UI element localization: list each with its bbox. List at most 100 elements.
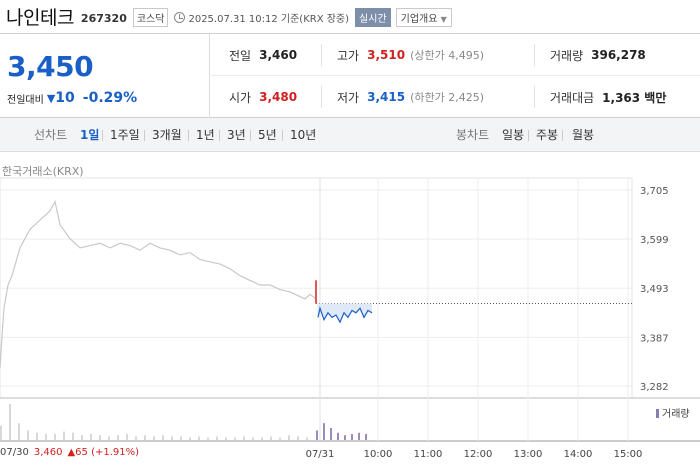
data-source: 한국거래소(KRX) bbox=[2, 165, 84, 178]
low-label: 저가 bbox=[337, 90, 360, 105]
volume-bar bbox=[270, 436, 272, 440]
volume-bar bbox=[351, 434, 353, 440]
chart-period-tabs: 선차트 1일 1주일 3개월 1년 3년 5년 10년 봉차트 일봉 주봉 월봉 bbox=[0, 118, 700, 152]
tab-1w[interactable]: 1주일 bbox=[110, 128, 140, 142]
price-change: 전일대비 ▼ 10 -0.29% bbox=[7, 90, 137, 106]
market-badge: 코스닥 bbox=[132, 8, 169, 27]
volume-bar bbox=[189, 437, 191, 440]
volume-bar bbox=[279, 437, 281, 440]
volume-label: 거래량 bbox=[550, 48, 584, 63]
volume-bar bbox=[54, 434, 56, 440]
x-tick-label: 11:00 bbox=[414, 449, 443, 460]
volume-bar bbox=[180, 436, 182, 440]
volume-bar bbox=[225, 437, 227, 440]
volume-bar bbox=[252, 437, 254, 440]
open-value: 3,480 bbox=[259, 90, 298, 104]
volume-bar bbox=[36, 432, 38, 440]
line-chart-label: 선차트 bbox=[34, 128, 68, 142]
trade-value-label: 거래대금 bbox=[550, 90, 595, 105]
volume-bar bbox=[9, 404, 11, 440]
footer-change: ▲65 (+1.91%) bbox=[67, 447, 140, 458]
open-label: 시가 bbox=[229, 90, 252, 105]
volume-bar bbox=[198, 436, 200, 440]
today-line bbox=[317, 305, 373, 324]
quote-time: 2025.07.31 10:12 기준(KRX 장중) bbox=[188, 14, 350, 25]
volume-bar bbox=[316, 430, 318, 440]
chart-footer: 07/30 3,460 ▲65 (+1.91%) bbox=[0, 447, 139, 458]
trade-value: 거래대금 1,363 백만 bbox=[550, 76, 666, 118]
volume-legend: 거래량 bbox=[656, 405, 690, 420]
y-tick-label: 3,282 bbox=[640, 382, 669, 393]
volume-value: 396,278 bbox=[591, 48, 646, 62]
company-overview-button[interactable]: 기업개요 ▼ bbox=[395, 8, 452, 27]
volume-bar bbox=[81, 435, 83, 440]
tab-10y[interactable]: 10년 bbox=[290, 128, 317, 142]
volume-legend-label: 거래량 bbox=[662, 409, 690, 420]
volume-bar bbox=[261, 437, 263, 440]
company-overview-label: 기업개요 bbox=[400, 14, 438, 25]
y-tick-label: 3,599 bbox=[640, 235, 669, 246]
volume-bar bbox=[358, 432, 360, 440]
tab-5y[interactable]: 5년 bbox=[258, 128, 277, 142]
volume-bar bbox=[234, 437, 236, 440]
volume-bar bbox=[108, 436, 110, 440]
stock-name: 나인테크 bbox=[6, 6, 74, 29]
tab-monthly[interactable]: 월봉 bbox=[572, 128, 595, 142]
volume-bar bbox=[63, 431, 65, 440]
volume-bar bbox=[117, 435, 119, 440]
volume-bar bbox=[90, 434, 92, 440]
volume-bar bbox=[0, 425, 2, 440]
current-price: 3,450 bbox=[7, 50, 94, 83]
volume-bar bbox=[99, 435, 101, 440]
x-tick-label: 13:00 bbox=[514, 449, 543, 460]
x-tick-label: 10:00 bbox=[364, 449, 393, 460]
change-value: 10 bbox=[55, 90, 75, 106]
today-area bbox=[316, 280, 372, 323]
y-tick-label: 3,387 bbox=[640, 333, 669, 344]
tab-3y[interactable]: 3년 bbox=[227, 128, 246, 142]
footer-date: 07/30 bbox=[0, 447, 29, 458]
prev-close-label: 전일 bbox=[229, 48, 252, 63]
tab-1d[interactable]: 1일 bbox=[80, 128, 100, 142]
upper-limit: (상한가 4,495) bbox=[410, 49, 484, 62]
volume-bar bbox=[323, 423, 325, 440]
volume-bar bbox=[330, 428, 332, 440]
volume-bar bbox=[337, 432, 339, 440]
volume-bar bbox=[243, 436, 245, 440]
realtime-button[interactable]: 실시간 bbox=[355, 8, 391, 27]
footer-price: 3,460 bbox=[33, 447, 63, 458]
volume-bar bbox=[216, 436, 218, 440]
volume-legend-swatch bbox=[656, 409, 659, 418]
low-price: 저가 3,415 (하한가 2,425) bbox=[337, 76, 484, 118]
trade-value-amount: 1,363 백만 bbox=[602, 90, 667, 105]
change-label: 전일대비 bbox=[7, 94, 44, 106]
volume-bar bbox=[162, 435, 164, 440]
volume-bar bbox=[297, 436, 299, 440]
tab-1y[interactable]: 1년 bbox=[196, 128, 215, 142]
quote-details: 전일 3,460 고가 3,510 (상한가 4,495) 거래량 396,27… bbox=[211, 34, 700, 118]
tab-daily[interactable]: 일봉 bbox=[502, 128, 525, 142]
y-tick-label: 3,705 bbox=[640, 186, 669, 197]
price-chart[interactable]: 3,705 3,599 3,493 3,387 3,282 07/31 10:00 11:00… bbox=[0, 152, 700, 465]
stock-code: 267320 bbox=[80, 11, 127, 25]
x-tick-label: 15:00 bbox=[614, 449, 643, 460]
stock-header: 나인테크 267320 코스닥 2025.07.31 10:12 기준(KRX … bbox=[0, 0, 700, 32]
chevron-down-icon: ▼ bbox=[440, 15, 447, 24]
volume-bar bbox=[171, 436, 173, 440]
volume-bar bbox=[365, 434, 367, 440]
high-price: 고가 3,510 (상한가 4,495) bbox=[337, 34, 484, 76]
current-price-box: 3,450 전일대비 ▼ 10 -0.29% bbox=[0, 34, 210, 118]
open-price: 시가 3,480 bbox=[229, 76, 297, 118]
tab-3m[interactable]: 3개월 bbox=[152, 128, 182, 142]
x-tick-label: 14:00 bbox=[564, 449, 593, 460]
volume-bar bbox=[126, 434, 128, 440]
volume-bar bbox=[72, 432, 74, 440]
tab-weekly[interactable]: 주봉 bbox=[536, 128, 559, 142]
clock-icon bbox=[174, 12, 186, 23]
down-arrow-icon: ▼ bbox=[46, 91, 56, 105]
prev-close: 전일 3,460 bbox=[229, 34, 297, 76]
volume-bar bbox=[153, 436, 155, 440]
volume-bar bbox=[306, 437, 308, 440]
volume-bar bbox=[144, 435, 146, 440]
x-tick-label: 07/31 bbox=[306, 449, 335, 460]
